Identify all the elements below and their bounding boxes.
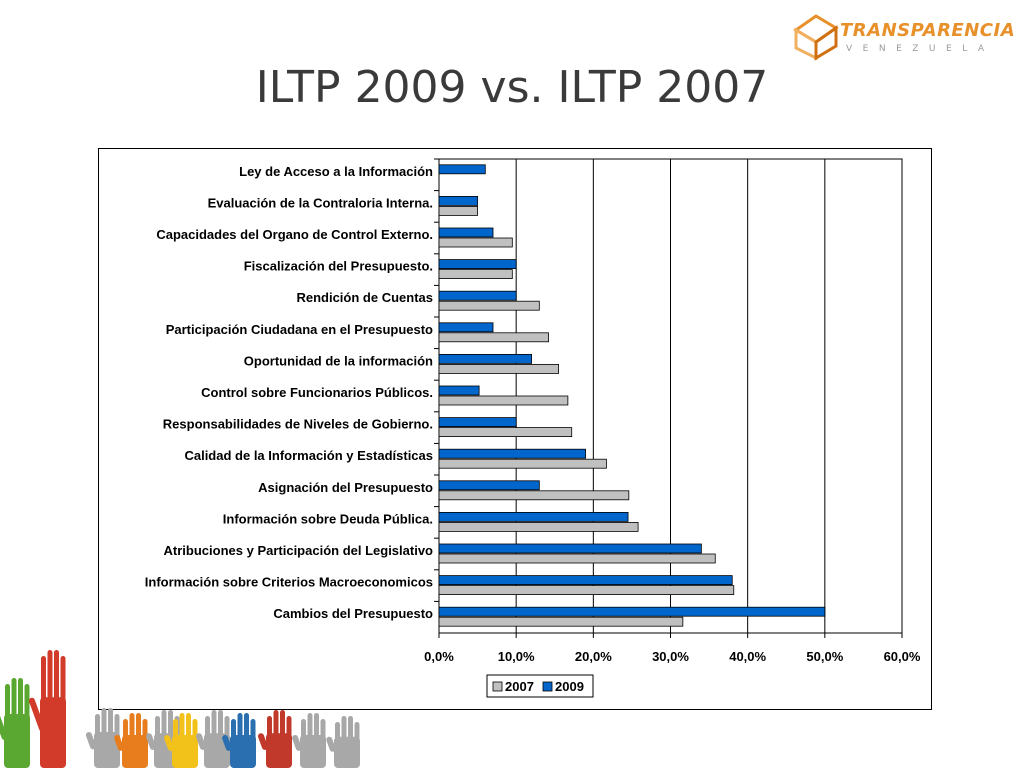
- x-tick-label: 50,0%: [806, 649, 843, 664]
- bar-2009: [438, 575, 733, 586]
- bar-2009: [438, 606, 826, 617]
- category-label: Cambios del Presupuesto: [273, 606, 433, 621]
- x-tick-label: 10,0%: [498, 649, 535, 664]
- bar-2009: [438, 543, 702, 554]
- x-tick-label: 40,0%: [729, 649, 766, 664]
- bar-2007: [438, 427, 573, 438]
- bar-2007: [438, 269, 513, 279]
- hand-icon: [164, 713, 198, 768]
- legend: 2007 2009: [486, 674, 594, 698]
- x-tick-label: 0,0%: [424, 649, 454, 664]
- bars: [438, 164, 826, 627]
- tick-labels: 0,0% 10,0% 20,0% 30,0% 40,0% 50,0% 60,0%: [424, 649, 921, 664]
- hand-icon: [28, 650, 66, 768]
- hand-icon: [326, 716, 360, 768]
- bar-chart: Ley de Acceso a la Información Evaluación…: [145, 158, 921, 698]
- bar-2009: [438, 353, 532, 364]
- category-label: Control sobre Funcionarios Públicos.: [201, 385, 433, 400]
- category-label: Capacidades del Organo de Control Extern…: [156, 227, 433, 242]
- bar-2007: [438, 300, 540, 311]
- category-label: Oportunidad de la información: [244, 353, 433, 368]
- legend-label-2007: 2007: [505, 679, 534, 694]
- x-tick-label: 30,0%: [652, 649, 689, 664]
- bar-2009: [438, 196, 478, 206]
- category-label: Rendición de Cuentas: [296, 290, 433, 305]
- logo-wordmark: TRANSPARENCIA: [840, 20, 1016, 41]
- category-label: Atribuciones y Participación del Legisla…: [164, 543, 434, 558]
- category-label: Asignación del Presupuesto: [258, 480, 433, 495]
- bar-2009: [438, 480, 540, 491]
- hand-icon: [292, 713, 326, 768]
- category-label: Participación Ciudadana en el Presupuest…: [166, 322, 433, 337]
- hand-icon: [257, 710, 292, 768]
- bar-2007: [438, 395, 569, 406]
- category-labels: Ley de Acceso a la Información Evaluación…: [145, 164, 433, 621]
- category-label: Responsabilidades de Niveles de Gobierno…: [163, 417, 433, 432]
- bar-2009: [438, 385, 480, 396]
- hand-icon: [85, 708, 120, 768]
- bar-2007: [438, 521, 639, 532]
- bar-2007: [438, 616, 684, 627]
- category-label: Calidad de la Información y Estadísticas: [184, 448, 433, 463]
- legend-swatch-2009: [542, 681, 553, 692]
- bar-2009: [438, 227, 494, 238]
- logo-subtitle: VENEZUELA: [846, 44, 995, 54]
- bar-2007: [438, 458, 607, 469]
- bar-2007: [438, 490, 630, 501]
- x-tick-label: 60,0%: [884, 649, 921, 664]
- bar-2007: [438, 237, 513, 248]
- bar-2007: [438, 332, 549, 343]
- category-label: Información sobre Deuda Pública.: [223, 511, 433, 526]
- category-label: Información sobre Criterios Macroeconomi…: [145, 575, 433, 590]
- hand-icon: [0, 678, 30, 768]
- bar-2009: [438, 511, 629, 522]
- category-label: Evaluación de la Contraloria Interna.: [208, 195, 433, 210]
- bar-2007: [438, 363, 560, 374]
- bar-2007: [438, 553, 716, 564]
- hand-icon: [114, 713, 148, 768]
- transparencia-logo: TRANSPARENCIA VENEZUELA: [788, 10, 1015, 66]
- bar-2007: [438, 206, 478, 216]
- slide-title: ILTP 2009 vs. ILTP 2007: [255, 62, 769, 113]
- chart-frame: Ley de Acceso a la Información Evaluación…: [98, 148, 932, 710]
- bar-2009: [438, 448, 587, 459]
- bar-2007: [438, 585, 735, 596]
- legend-box: [486, 674, 594, 698]
- category-label: Ley de Acceso a la Información: [239, 164, 433, 179]
- bar-2009: [438, 164, 486, 175]
- raised-hands-decoration: [0, 650, 360, 768]
- bar-2009: [438, 259, 517, 269]
- bar-2009: [438, 417, 517, 428]
- legend-swatch-2007: [492, 681, 503, 692]
- x-tick-label: 20,0%: [575, 649, 612, 664]
- legend-label-2009: 2009: [555, 679, 584, 694]
- category-label: Fiscalización del Presupuesto.: [244, 259, 433, 274]
- bar-2009: [438, 322, 494, 333]
- hand-icon: [222, 713, 256, 768]
- bar-2009: [438, 290, 517, 301]
- logo-cube-icon: [793, 14, 839, 61]
